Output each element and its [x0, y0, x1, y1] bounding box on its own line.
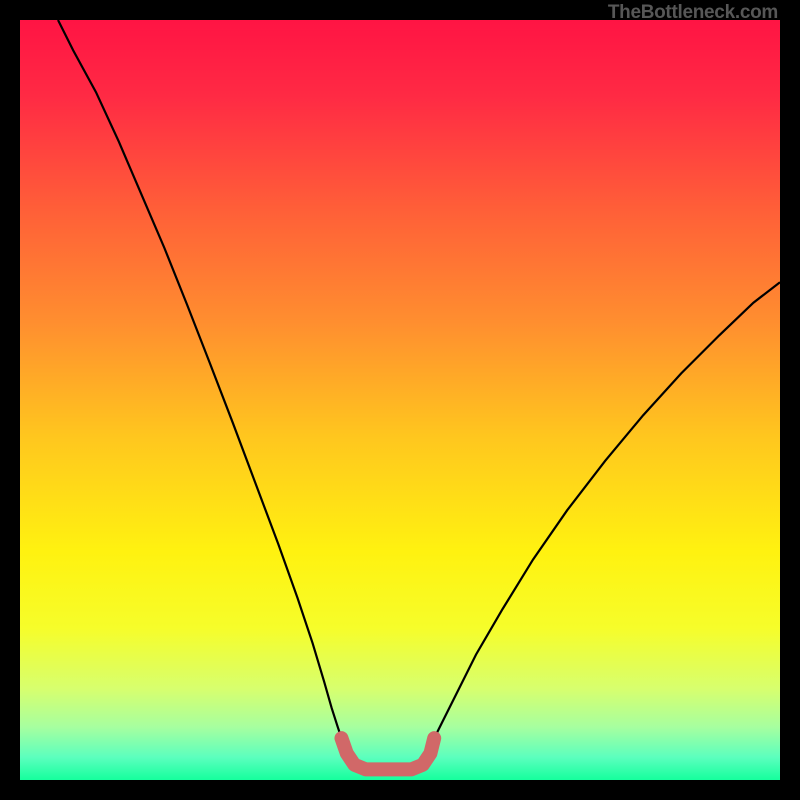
chart-lines — [20, 20, 780, 780]
plot-area — [20, 20, 780, 780]
curve-right — [434, 282, 780, 738]
watermark-text: TheBottleneck.com — [608, 2, 778, 24]
curve-left — [58, 20, 341, 738]
curve-trough — [341, 738, 434, 769]
